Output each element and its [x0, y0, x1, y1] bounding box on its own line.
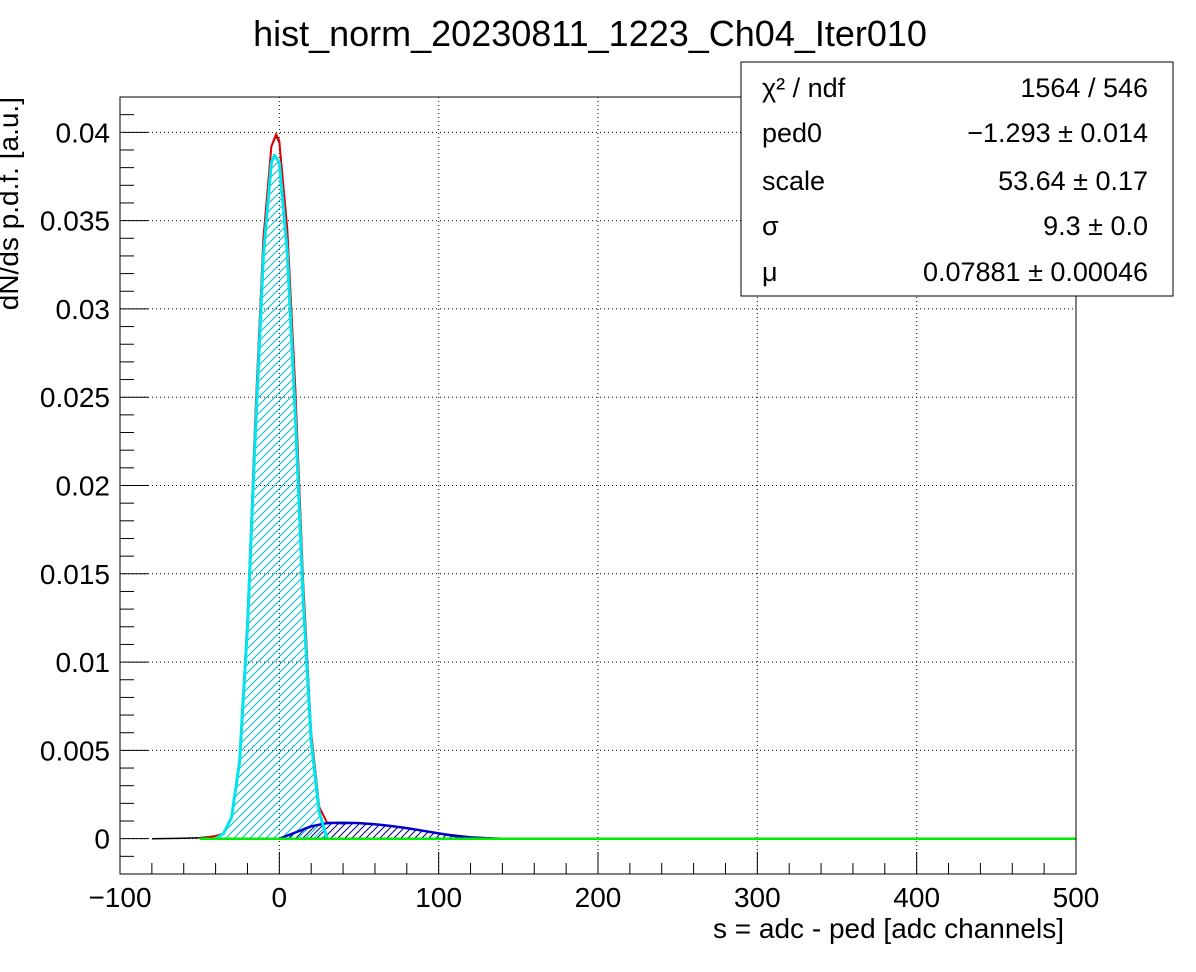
stats-value: 0.07881 ± 0.00046: [923, 257, 1148, 287]
x-tick-label: 100: [415, 882, 462, 913]
x-tick-label: 500: [1053, 882, 1100, 913]
stats-box: χ² / ndf 1564 / 546 ped0 −1.293 ± 0.014 scal…: [740, 61, 1174, 297]
chart-title: hist_norm_20230811_1223_Ch04_Iter010: [253, 13, 927, 54]
y-axis-label: dN/ds p.d.f. [a.u.]: [0, 97, 24, 310]
x-tick-label: 300: [734, 882, 781, 913]
x-axis-label: s = adc - ped [adc channels]: [713, 913, 1064, 944]
y-tick-label: 0.02: [56, 471, 111, 502]
y-tick-labels: 0 0.005 0.01 0.015 0.02 0.025 0.03 0.035 0.04: [40, 117, 110, 854]
stats-label: scale: [762, 166, 825, 196]
stats-value: −1.293 ± 0.014: [967, 118, 1148, 148]
x-tick-label: −100: [88, 882, 151, 913]
series-fills: [215, 155, 503, 839]
series-lines: [151, 133, 1076, 840]
x-tick-label: 400: [893, 882, 940, 913]
stats-label: χ² / ndf: [762, 73, 846, 103]
y-tick-label: 0.015: [40, 559, 110, 590]
cyan-area-fill: [215, 155, 328, 839]
x-tick-labels: −100 0 100 200 300 400 500: [88, 882, 1099, 913]
stats-box-frame: [740, 61, 1174, 297]
stats-value: 53.64 ± 0.17: [998, 166, 1148, 196]
y-tick-label: 0: [94, 824, 110, 855]
stats-label: σ: [762, 211, 779, 241]
y-tick-label: 0.04: [56, 117, 111, 148]
series-line: [151, 135, 503, 840]
axis-ticks: [119, 96, 1077, 875]
stats-value: 1564 / 546: [1020, 73, 1148, 103]
y-tick-label: 0.005: [40, 735, 110, 766]
y-tick-label: 0.035: [40, 206, 110, 237]
series-line: [278, 821, 503, 840]
stats-label: μ: [762, 257, 778, 287]
y-tick-label: 0.03: [56, 294, 111, 325]
stats-value: 9.3 ± 0.0: [1043, 211, 1148, 241]
y-tick-label: 0.025: [40, 382, 110, 413]
x-tick-label: 0: [272, 882, 288, 913]
y-tick-label: 0.01: [56, 647, 111, 678]
series-line: [214, 153, 329, 840]
stats-label: ped0: [762, 118, 822, 148]
x-tick-label: 200: [575, 882, 622, 913]
